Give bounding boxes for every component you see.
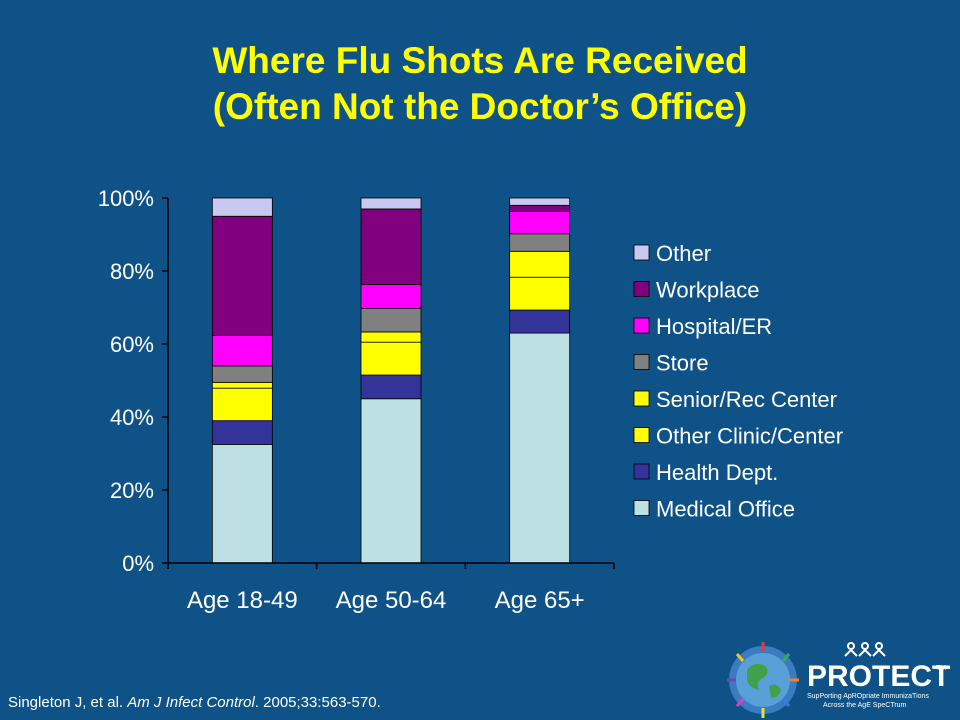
bar-segment-6-1 <box>360 208 422 285</box>
logo-wordmark: PROTECT <box>807 660 950 693</box>
legend-swatch <box>633 317 650 334</box>
x-tick-label: Age 50-64 <box>336 587 447 614</box>
y-tick-label: 60% <box>110 332 154 357</box>
legend-label: Store <box>656 351 709 376</box>
citation-authors: Singleton J, et al. <box>8 694 128 711</box>
citation-details: . 2005;33:563-570. <box>254 694 381 711</box>
bar-segment-1-2 <box>509 309 571 334</box>
bar-segment-0-0 <box>211 443 273 564</box>
y-tick-label: 80% <box>110 259 154 284</box>
citation: Singleton J, et al. Am J Infect Control.… <box>8 694 381 711</box>
stacked-bar-chart: Age 18-49 Age 50-64 Age 65+ 0% 20% 40% 60% 80% 1… <box>98 186 843 614</box>
title-line-2: (Often Not the Doctor’s Office) <box>212 86 748 127</box>
logo-trademark: TM <box>936 665 946 672</box>
x-tick-label: Age 65+ <box>495 587 585 614</box>
bar-segment-7-2 <box>509 197 571 206</box>
slide-title: Where Flu Shots Are Received (Often Not … <box>0 38 960 130</box>
y-tick-label: 100% <box>98 186 154 211</box>
bar-segment-7-1 <box>360 197 422 210</box>
bar-segment-4-1 <box>360 308 422 333</box>
legend-label: Other <box>656 241 711 266</box>
legend-label: Hospital/ER <box>656 314 772 339</box>
bar-segment-3-1 <box>360 331 422 343</box>
bar-segment-6-0 <box>211 215 273 337</box>
y-tick-label: 0% <box>122 551 154 576</box>
logo-tagline-1: SupPorting ApROpriate ImmunizaTions <box>807 693 929 700</box>
x-tick-label: Age 18-49 <box>187 587 298 614</box>
bar-segment-5-1 <box>360 284 422 309</box>
people-icon <box>844 642 886 657</box>
bar-segment-2-0 <box>211 387 273 422</box>
legend-swatch <box>633 500 650 516</box>
bar-segment-3-0 <box>211 381 273 389</box>
protect-logo: PROTECT TM SupPorting ApROpriate Immuniz… <box>727 642 950 718</box>
bar-segment-0-2 <box>509 332 571 564</box>
bar-segment-4-0 <box>211 365 273 383</box>
bar-segment-6-2 <box>509 204 571 212</box>
bar-segment-1-1 <box>360 374 422 400</box>
legend-label: Health Dept. <box>656 460 778 485</box>
legend-label: Other Clinic/Center <box>656 424 843 449</box>
legend-swatch <box>633 427 650 443</box>
bar-segment-2-1 <box>360 341 422 376</box>
bar-segment-3-2 <box>509 250 571 278</box>
bar-segment-0-1 <box>360 398 422 564</box>
legend-swatch <box>633 354 650 370</box>
legend-label: Medical Office <box>656 497 795 522</box>
logo-tagline-2: Across the AgE SpeCTrum <box>823 702 907 709</box>
legend-label: Workplace <box>656 278 760 303</box>
bar-segment-1-0 <box>211 420 273 445</box>
bar-segment-2-2 <box>509 276 571 311</box>
bar-segment-5-0 <box>211 335 273 367</box>
bar-segment-7-0 <box>211 197 273 217</box>
globe-icon <box>727 642 799 718</box>
legend-swatch <box>633 463 650 480</box>
legend-swatch <box>633 390 650 407</box>
legend-swatch <box>633 281 650 297</box>
citation-journal: Am J Infect Control <box>127 694 255 711</box>
legend-swatch <box>633 244 650 261</box>
y-tick-label: 20% <box>110 478 154 503</box>
legend-label: Senior/Rec Center <box>656 387 837 412</box>
y-tick-label: 40% <box>110 405 154 430</box>
bar-segment-4-2 <box>509 233 571 252</box>
title-line-1: Where Flu Shots Are Received <box>212 40 748 81</box>
bar-segment-5-2 <box>509 211 571 235</box>
